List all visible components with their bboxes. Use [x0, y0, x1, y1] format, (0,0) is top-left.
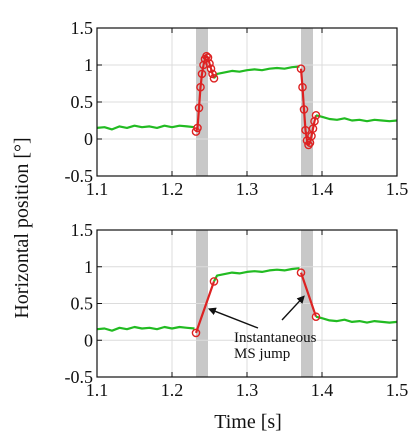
x-tick-label: 1.3 [236, 179, 259, 199]
x-tick-label: 1.2 [161, 179, 184, 199]
x-axis-label: Time [s] [214, 411, 282, 433]
y-tick-label: -0.5 [65, 166, 94, 186]
y-tick-label: 1.5 [71, 220, 94, 240]
y-tick-label: 0.5 [71, 294, 94, 314]
eye-trace-line-0 [97, 327, 195, 331]
x-tick-label: 1.5 [386, 179, 409, 199]
y-tick-label: 1 [84, 257, 93, 277]
eye-trace-line-4 [316, 115, 397, 121]
y-axis-label: Horizontal position [°] [11, 137, 33, 318]
annotation-arrow [210, 309, 258, 328]
eye-trace-line-2 [214, 67, 300, 79]
y-tick-label: 1 [84, 55, 93, 75]
x-tick-label: 1.5 [386, 380, 409, 400]
annotation-text: MS jump [234, 346, 290, 362]
eye-trace-line-2 [214, 268, 300, 281]
eye-trace-line-0 [97, 126, 195, 130]
y-tick-label: -0.5 [65, 367, 94, 387]
y-tick-label: 0.5 [71, 92, 94, 112]
x-tick-label: 1.2 [161, 380, 184, 400]
y-tick-label: 1.5 [71, 18, 94, 38]
x-tick-label: 1.4 [311, 380, 334, 400]
panel-bottom: 1.1 1.2 1.3 1.4 1.5-0.500.511.5Instantaneous… [65, 220, 409, 400]
y-tick-label: 0 [84, 330, 93, 350]
annotation-arrow [282, 297, 304, 320]
y-tick-label: 0 [84, 129, 93, 149]
panel-top: 1.1 1.2 1.3 1.4 1.5-0.500.511.5 [65, 18, 409, 199]
eye-trace-line-4 [316, 317, 397, 323]
x-tick-label: 1.4 [311, 179, 334, 199]
x-tick-label: 1.3 [236, 380, 259, 400]
annotation-text: Instantaneous [234, 330, 317, 346]
